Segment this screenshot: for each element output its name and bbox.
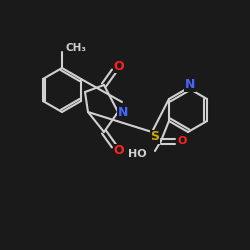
Text: S: S — [150, 130, 160, 143]
Text: O: O — [114, 60, 124, 72]
Text: O: O — [177, 136, 187, 146]
Text: HO: HO — [128, 149, 147, 159]
Text: O: O — [114, 144, 124, 158]
Text: CH₃: CH₃ — [66, 43, 87, 53]
Text: N: N — [185, 78, 195, 92]
Text: N: N — [118, 106, 128, 118]
